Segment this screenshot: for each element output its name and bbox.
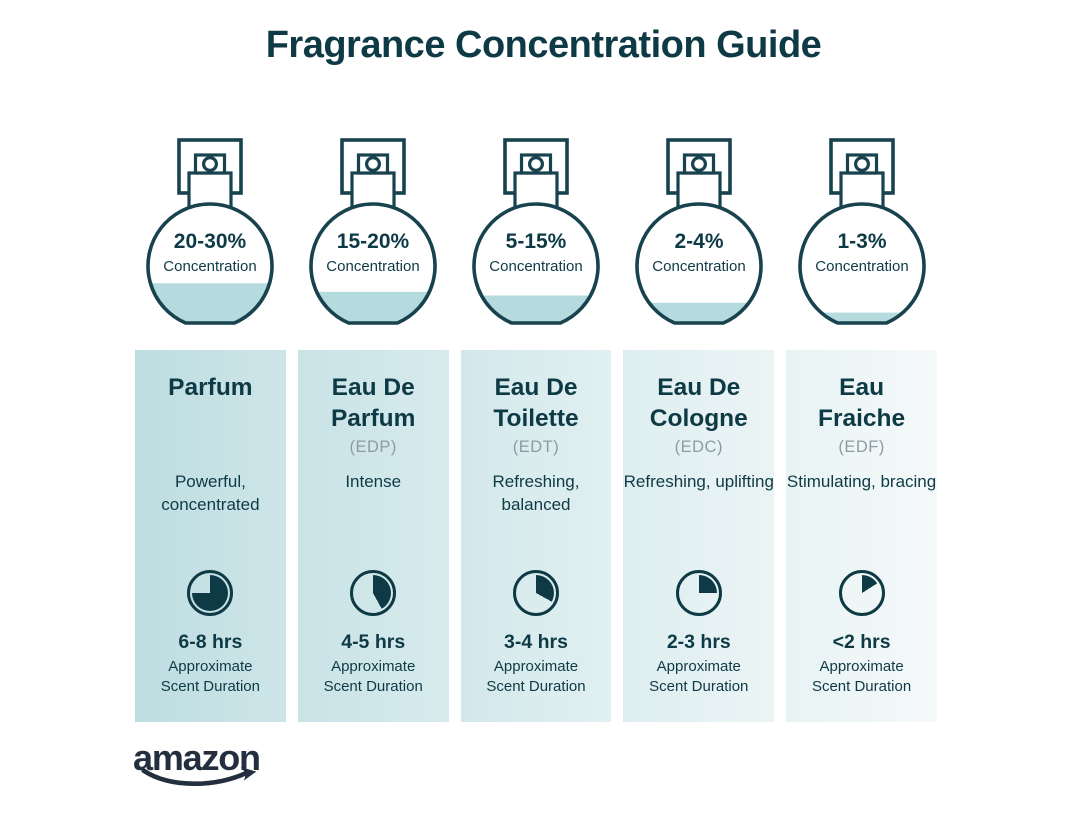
duration-pie [680,575,717,611]
duration-caption: Approximate Scent Duration [649,658,749,695]
type-card: Eau De Toilette (EDT) Refreshing, balanc… [460,350,612,722]
concentration-label: Concentration [815,258,908,275]
duration-pie [843,575,880,611]
type-card: Parfum Powerful, concentrated 6-8 hrs Ap… [135,350,286,722]
concentration-value: 5-15% [506,230,567,253]
liquid-fill [148,283,273,323]
duration-hours: 4-5 hrs [341,631,406,653]
amazon-smile-icon [141,767,257,786]
fragrance-name: Eau Fraiche [818,374,906,432]
fragrance-description: Intense [345,472,402,491]
duration-hours: 2-3 hrs [666,631,731,653]
perfume-bottle-icon: 2-4% Concentration [634,138,763,325]
fragrance-name: Eau De Toilette [493,374,579,432]
fragrance-description: Refreshing, balanced [492,472,580,514]
bottle-body [799,204,924,323]
perfume-bottle-icon: 5-15% Concentration [472,138,600,325]
type-card: Eau De Cologne (EDC) Refreshing, uplifti… [623,350,775,722]
fragrance-column-eau-de-toilette: 5-15% Concentration Eau De Toilette (EDT… [460,130,612,722]
fragrance-column-eau-fraiche: 1-3% Concentration Eau Fraiche (EDF) Sti… [786,130,937,722]
amazon-logo: amazon [133,740,261,791]
type-card: Eau Fraiche (EDF) Stimulating, bracing <… [786,350,937,722]
duration-clock-icon [350,570,397,616]
concentration-label: Concentration [326,258,419,275]
bottle-nozzle-hole [690,156,707,173]
duration-pie [517,575,554,611]
fragrance-column-parfum: 20-30% Concentration Parfum Powerful, co… [135,130,286,722]
fragrance-guide-grid: 20-30% Concentration Parfum Powerful, co… [135,130,937,722]
concentration-label: Concentration [489,258,582,275]
fragrance-name: Parfum [168,374,253,401]
fragrance-name: Eau De Parfum [330,374,416,432]
perfume-bottle-icon: 20-30% Concentration [146,138,275,325]
duration-caption: Approximate Scent Duration [323,658,423,695]
bottle-body [473,204,598,323]
bottle-body [636,204,761,323]
concentration-label: Concentration [164,258,257,275]
concentration-value: 1-3% [837,230,886,253]
duration-clock-icon [675,570,722,616]
fragrance-abbr [135,438,286,464]
fragrance-column-eau-de-parfum: 15-20% Concentration Eau De Parfum (EDP)… [297,130,449,722]
page-title: Fragrance Concentration Guide [265,24,822,66]
duration-caption: Approximate Scent Duration [486,658,586,695]
bottle-nozzle-hole [853,156,870,173]
perfume-bottle-icon: 15-20% Concentration [309,138,437,325]
duration-hours: 3-4 hrs [504,631,568,653]
fragrance-description: Powerful, concentrated [161,472,260,514]
fragrance-column-eau-de-cologne: 2-4% Concentration Eau De Cologne (EDC) … [623,130,775,722]
fragrance-name: Eau De Cologne [649,374,748,432]
bottle-nozzle-hole [365,156,382,173]
fragrance-abbr: (EDP) [349,438,397,456]
concentration-value: 2-4% [674,230,723,253]
fragrance-description: Stimulating, bracing [786,472,937,491]
duration-hours: 6-8 hrs [178,631,243,653]
duration-pie [355,575,392,611]
duration-hours: <2 hrs [832,631,891,653]
duration-caption: Approximate Scent Duration [160,658,260,695]
duration-pie [192,575,229,611]
fragrance-abbr: (EDT) [512,438,560,456]
concentration-label: Concentration [652,258,745,275]
type-card: Eau De Parfum (EDP) Intense 4-5 hrs Appr… [297,350,449,722]
bottle-nozzle-hole [202,156,219,173]
amazon-wordmark: amazon [133,737,261,778]
duration-clock-icon [838,570,885,616]
duration-clock-icon [187,570,234,616]
duration-clock-icon [512,570,559,616]
duration-caption: Approximate Scent Duration [811,658,912,695]
perfume-bottle-icon: 1-3% Concentration [797,138,926,325]
fragrance-abbr: (EDC) [674,438,723,456]
bottle-nozzle-hole [527,156,544,173]
fragrance-abbr: (EDF) [838,438,885,456]
liquid-fill [799,312,924,323]
concentration-value: 20-30% [174,230,247,253]
concentration-value: 15-20% [337,230,410,253]
fragrance-description: Refreshing, uplifting [623,472,774,491]
